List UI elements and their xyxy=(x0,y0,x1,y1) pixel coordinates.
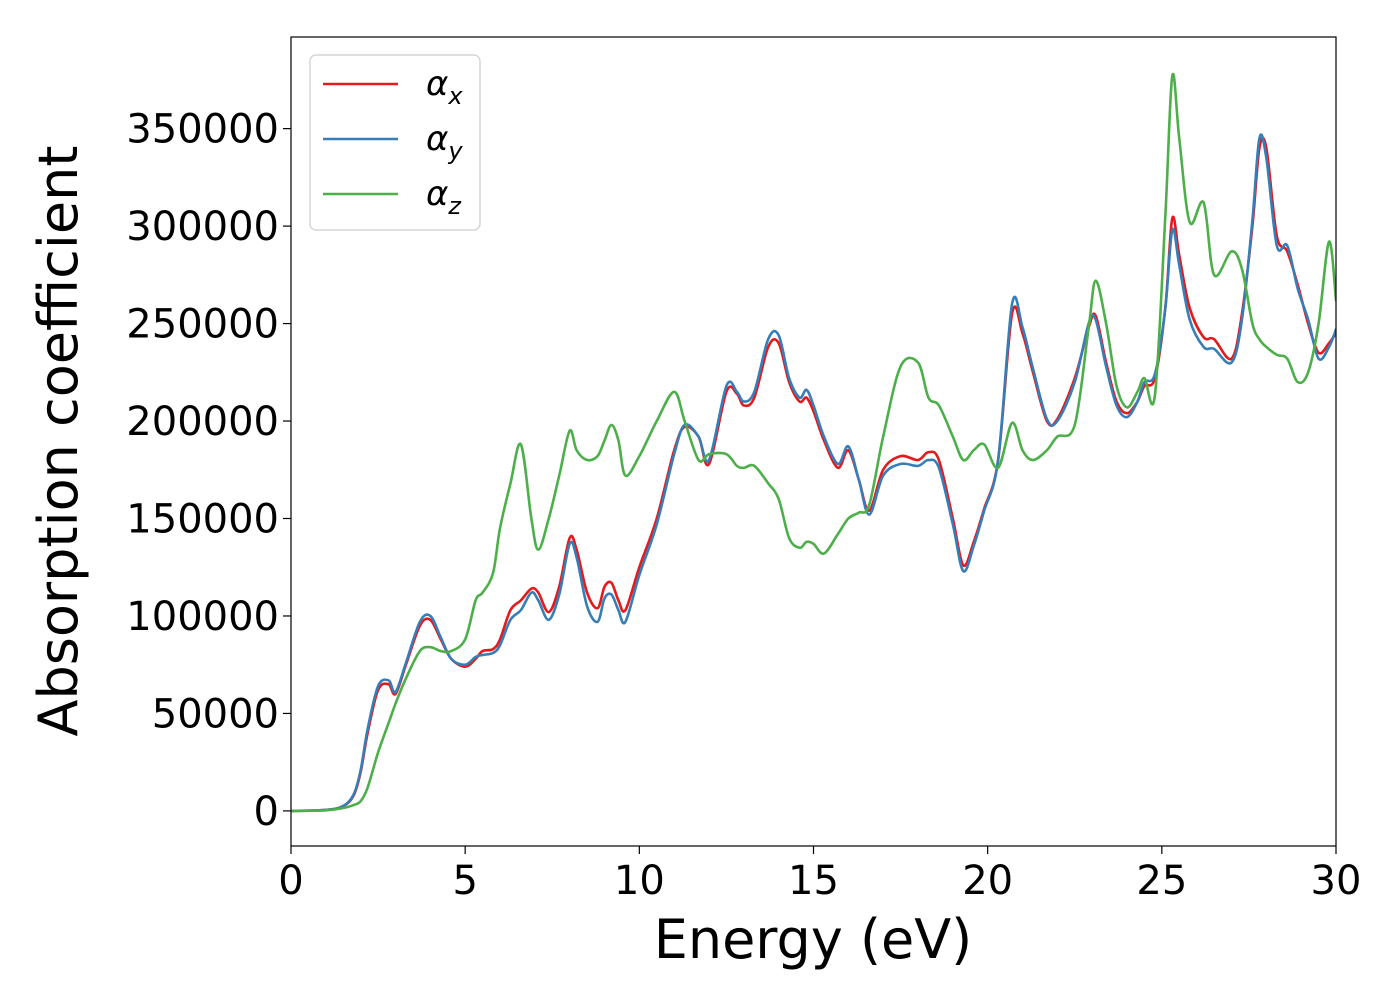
y-tick-label: 100000 xyxy=(126,594,279,640)
y-axis-label: Absorption coefficient xyxy=(27,146,90,737)
y-tick-label: 200000 xyxy=(126,399,279,445)
x-tick-label: 10 xyxy=(614,858,665,904)
x-tick-label: 25 xyxy=(1136,858,1187,904)
y-tick-label: 50000 xyxy=(152,691,279,737)
series-line-alpha-x xyxy=(291,136,1336,813)
x-tick-label: 15 xyxy=(788,858,839,904)
series-line-alpha-y xyxy=(291,133,1336,813)
legend-label-alpha-z: αz xyxy=(426,174,462,220)
y-tick-label: 250000 xyxy=(126,302,279,348)
y-axis: 0 50000 100000 150000 200000 250000 300000 3500… xyxy=(126,107,291,835)
legend-label-alpha-x: αx xyxy=(426,64,463,110)
y-tick-label: 300000 xyxy=(126,204,279,250)
y-tick-label: 150000 xyxy=(126,497,279,543)
series-layer xyxy=(291,72,1336,813)
x-tick-label: 30 xyxy=(1311,858,1362,904)
y-tick-label: 0 xyxy=(254,789,279,835)
legend-label-alpha-y: αy xyxy=(426,119,463,165)
x-axis: 0 5 10 15 20 25 30 xyxy=(278,846,1361,904)
legend: αx αy αz xyxy=(309,54,481,231)
x-tick-label: 0 xyxy=(278,858,303,904)
x-axis-label: Energy (eV) xyxy=(654,908,973,971)
legend-box xyxy=(309,54,481,231)
series-line-alpha-z xyxy=(291,72,1336,813)
x-tick-label: 20 xyxy=(962,858,1013,904)
y-tick-label: 350000 xyxy=(126,107,279,153)
x-tick-label: 5 xyxy=(452,858,477,904)
